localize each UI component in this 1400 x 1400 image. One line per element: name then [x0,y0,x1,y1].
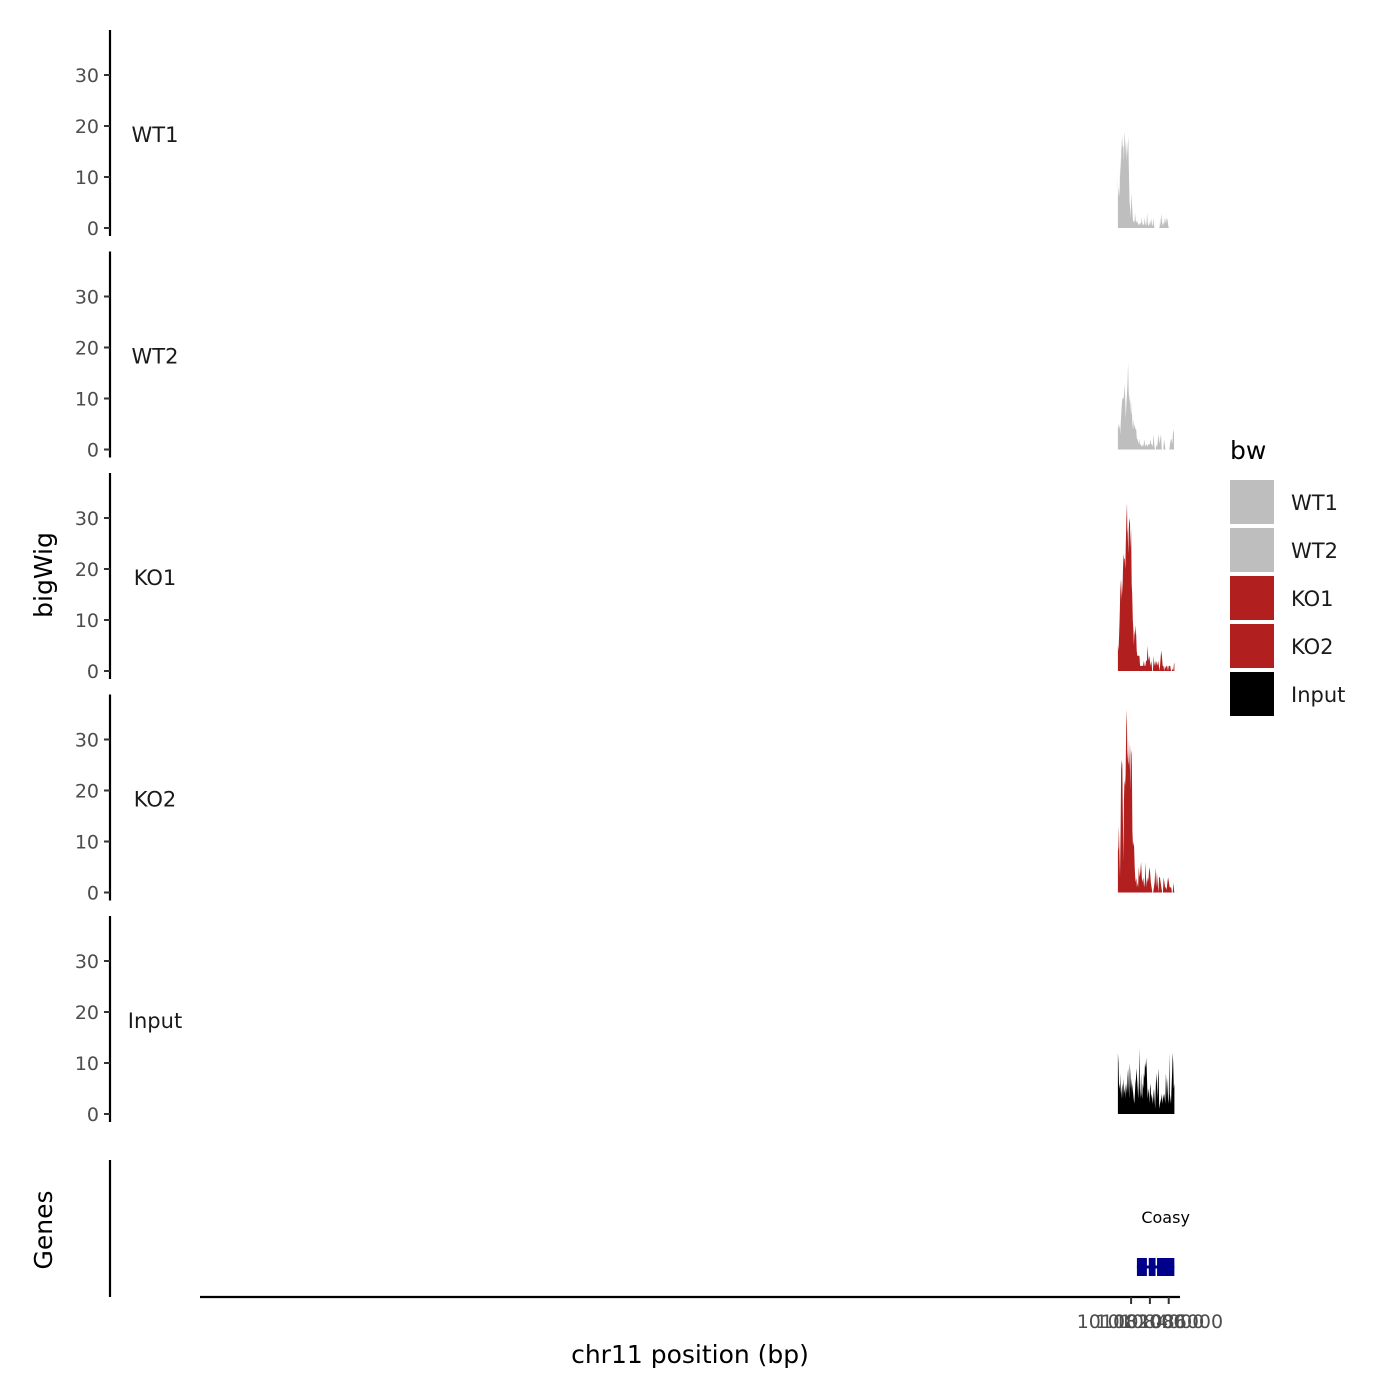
y-tick-label: 20 [75,116,99,138]
track-ko2: 0 10 20 30 KO2 [75,694,1175,905]
legend-label-ko2: KO2 [1291,635,1334,659]
track-input: 0 10 20 30 Input [75,916,1175,1126]
gene-track: Coasy [108,1160,1190,1297]
y-tick-label: 20 [75,338,99,360]
area-ko1 [1117,502,1175,671]
y-tick-label: 10 [75,167,99,189]
y-tick-label: 0 [87,661,99,683]
x-tick-label: 101084000 [1096,1311,1205,1333]
y-tick-label: 30 [75,508,99,530]
y-tick-label: 0 [87,440,99,462]
track-wt1: 0 10 20 30 WT1 [75,30,1175,240]
legend-label-wt1: WT1 [1291,491,1338,515]
gene-exon [1168,1258,1172,1276]
gene-exon [1157,1258,1161,1276]
gene-exon [1164,1258,1168,1276]
area-input [1117,1047,1175,1114]
track-ko1: 0 10 20 30 KO1 [75,473,1175,683]
gene-exon [1137,1258,1147,1276]
y-tick-label: 0 [87,883,99,905]
legend-swatch-ko2 [1230,624,1274,668]
gene-name-label: Coasy [1141,1208,1190,1227]
legend-label-input: Input [1291,683,1345,707]
track-label-wt1: WT1 [132,123,179,147]
y-tick-label: 20 [75,559,99,581]
legend-swatch-ko1 [1230,576,1274,620]
x-tick-label: 101086000 [1114,1311,1223,1333]
y-tick-label: 10 [75,389,99,411]
y-tick-label: 0 [87,218,99,240]
y-tick-label: 10 [75,610,99,632]
gene-exon [1148,1258,1156,1276]
genes-axis-title: Genes [29,1190,58,1269]
legend: bw WT1 WT2 KO1 KO2 Input [1230,436,1345,716]
gene-exon [1162,1258,1166,1276]
legend-label-wt2: WT2 [1291,539,1338,563]
y-tick-label: 10 [75,1053,99,1075]
track-wt2: 0 10 20 30 WT2 [75,251,1174,462]
gene-exon [1160,1258,1164,1276]
track-label-ko2: KO2 [134,788,177,812]
legend-swatch-wt2 [1230,528,1274,572]
y-tick-label: 30 [75,287,99,309]
gene-exon [1170,1258,1175,1276]
y-tick-label: 30 [75,65,99,87]
x-tick-label: 101082000 [1077,1311,1186,1333]
y-tick-label: 30 [75,730,99,752]
y-axis-title: bigWig [29,532,58,618]
area-wt2 [1117,362,1174,450]
y-tick-label: 20 [75,781,99,803]
area-ko2 [1117,708,1175,893]
gene-exon [1166,1258,1170,1276]
y-tick-label: 10 [75,832,99,854]
legend-swatch-input [1230,672,1274,716]
track-panels: 0 10 20 30 WT1 0 10 20 30 WT2 0 10 20 30 KO1 0 10 20 30 KO2… [75,30,1175,1126]
legend-swatch-wt1 [1230,480,1274,524]
track-label-wt2: WT2 [132,345,179,369]
area-wt1 [1117,131,1175,228]
y-tick-label: 30 [75,951,99,973]
y-tick-label: 20 [75,1002,99,1024]
legend-title: bw [1230,436,1266,465]
x-axis-title: chr11 position (bp) [571,1340,809,1369]
track-label-input: Input [128,1009,182,1033]
gene-exon [1159,1258,1163,1276]
legend-label-ko1: KO1 [1291,587,1334,611]
track-label-ko1: KO1 [134,566,177,590]
y-tick-label: 0 [87,1104,99,1126]
